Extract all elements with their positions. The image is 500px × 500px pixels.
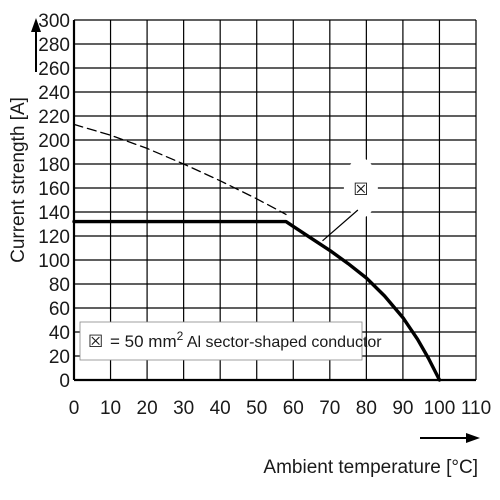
legend-symbol: ☒: [88, 332, 103, 351]
axis-titles: Current strength [A] Ambient temperature…: [8, 18, 480, 478]
y-tick-label: 0: [59, 371, 70, 392]
x-tick-label: 20: [137, 398, 158, 419]
x-tick-label: 100: [424, 398, 456, 419]
annotation-leader-line: [322, 209, 359, 242]
x-tick-label: 40: [210, 398, 231, 419]
x-tick-label: 90: [392, 398, 413, 419]
y-tick-label: 200: [38, 131, 70, 152]
y-tick-label: 80: [49, 275, 70, 296]
x-tick-label: 80: [356, 398, 377, 419]
legend-label-prefix: = 50 mm: [110, 332, 177, 351]
y-tick-label: 160: [38, 179, 70, 200]
y-tick-labels: 0 20 40 60 80 100 120 140 160 180 200 220 240 260 280 3…: [38, 11, 70, 392]
series-line-solid: [72, 219, 442, 382]
y-tick-label: 220: [38, 107, 70, 128]
x-axis-title: Ambient temperature [°C]: [263, 457, 478, 478]
x-tick-labels: 0 10 20 30 40 50 60 70 80 90 100 110: [69, 398, 491, 419]
annotation: ☒: [322, 158, 378, 242]
y-tick-label: 60: [49, 299, 70, 320]
y-tick-label: 280: [38, 35, 70, 56]
x-tick-label: 110: [461, 398, 491, 419]
annotation-symbol: ☒: [353, 180, 368, 199]
x-tick-label: 70: [319, 398, 340, 419]
y-tick-label: 120: [38, 227, 70, 248]
series-line-dashed: [73, 123, 287, 216]
x-tick-label: 30: [173, 398, 194, 419]
legend-label-superscript: 2: [177, 329, 184, 343]
y-axis-title: Current strength [A]: [8, 97, 29, 263]
x-tick-label: 50: [246, 398, 267, 419]
annotation-backdrop: [343, 158, 378, 218]
x-tick-label: 10: [100, 398, 121, 419]
legend-label-suffix: Al sector-shaped conductor: [183, 334, 382, 351]
y-tick-label: 20: [49, 347, 70, 368]
y-tick-label: 180: [38, 155, 70, 176]
x-tick-label: 60: [283, 398, 304, 419]
x-axis-arrowhead: [466, 433, 480, 443]
y-axis-arrowhead: [31, 18, 41, 32]
y-tick-label: 100: [38, 251, 70, 272]
y-tick-label: 40: [49, 323, 70, 344]
legend-label: = 50 mm2 Al sector-shaped conductor: [110, 329, 382, 351]
series-lines: [72, 123, 442, 382]
legend-box: [79, 321, 363, 361]
x-tick-label: 0: [69, 398, 80, 419]
y-tick-label: 260: [38, 59, 70, 80]
y-tick-label: 140: [38, 203, 70, 224]
legend: ☒ = 50 mm2 Al sector-shaped conductor: [79, 321, 382, 361]
y-tick-label: 300: [38, 11, 70, 32]
y-tick-label: 240: [38, 83, 70, 104]
